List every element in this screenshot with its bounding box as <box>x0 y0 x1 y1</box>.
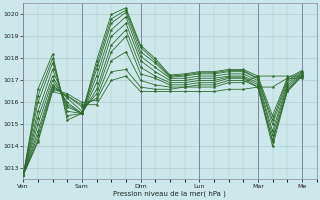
X-axis label: Pression niveau de la mer( hPa ): Pression niveau de la mer( hPa ) <box>114 190 226 197</box>
